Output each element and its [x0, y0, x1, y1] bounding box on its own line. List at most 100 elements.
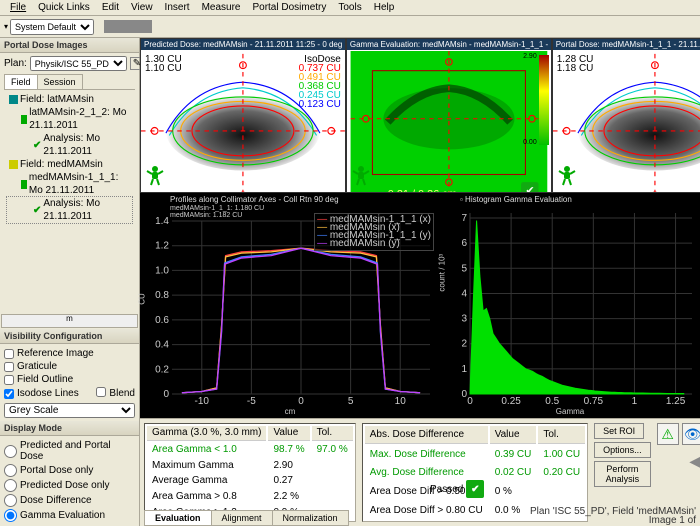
tab-evaluation[interactable]: Evaluation [144, 510, 212, 526]
svg-text:0: 0 [467, 396, 473, 407]
menu-tools[interactable]: Tools [332, 2, 367, 13]
toolbar-btn-23[interactable] [150, 20, 152, 33]
svg-text:5: 5 [348, 396, 354, 407]
menu-portal-dosimetry[interactable]: Portal Dosimetry [246, 2, 332, 13]
eye-icon[interactable]: 👁 [682, 423, 700, 445]
menu-edit[interactable]: Edit [96, 2, 125, 13]
metric-row: Max. Dose Difference0.39 CU1.00 CU [365, 446, 585, 463]
svg-text:0.8: 0.8 [155, 290, 169, 301]
tree-item[interactable]: ✔Analysis: Mo 21.11.2011 [7, 132, 132, 158]
tree-item[interactable]: Field: medMAMsin [7, 158, 132, 171]
svg-text:0: 0 [461, 389, 467, 400]
metric-row: Average Gamma0.27 [147, 474, 353, 488]
svg-text:2: 2 [461, 339, 467, 350]
tab-alignment[interactable]: Alignment [211, 510, 273, 526]
svg-text:0.2: 0.2 [155, 364, 169, 375]
radio-predicted-and-portal-dose[interactable] [4, 445, 17, 458]
metric-row: Maximum Gamma2.90 [147, 458, 353, 472]
menu-view[interactable]: View [125, 2, 159, 13]
prev-arrow[interactable]: ◀ [689, 451, 700, 472]
tree-item[interactable]: medMAMsin-1_1_1: Mo 21.11.2011 [7, 171, 132, 197]
svg-text:1.4: 1.4 [155, 216, 169, 227]
svg-text:4: 4 [461, 288, 467, 299]
svg-text:0: 0 [298, 396, 304, 407]
svg-text:5: 5 [461, 263, 467, 274]
svg-text:0.75: 0.75 [584, 396, 604, 407]
check-blend[interactable] [96, 387, 106, 397]
toolbar-preset-select[interactable]: System Default [10, 19, 94, 35]
svg-text:1.0: 1.0 [155, 265, 169, 276]
tab-session[interactable]: Session [37, 74, 83, 89]
svg-text:-5: -5 [247, 396, 256, 407]
radio-dose-difference[interactable] [4, 494, 17, 507]
field-tree: Field: latMAMsinlatMAMsin-2_1_2: Mo 21.1… [4, 90, 135, 226]
svg-text:-10: -10 [195, 396, 210, 407]
menu-insert[interactable]: Insert [159, 2, 196, 13]
svg-text:6: 6 [461, 238, 467, 249]
viewport-gamma[interactable]: Gamma Evaluation: medMAMsin - medMAMsin-… [346, 38, 552, 193]
metric-row: Area Gamma > 0.82.2 % [147, 490, 353, 504]
toolbar: ▾ System Default [0, 16, 700, 38]
profile-chart: Profiles along Collimator Axes - Coll Rt… [140, 193, 440, 418]
set-roi-button[interactable]: Set ROI [594, 423, 644, 439]
svg-text:0: 0 [163, 389, 169, 400]
right-area: Predicted Dose: medMAMsin - 21.11.2011 1… [140, 38, 700, 526]
gamma-metrics-table: Gamma (3.0 %, 3.0 mm)ValueTol. Area Gamm… [144, 423, 356, 522]
check-field-outline[interactable] [4, 375, 14, 385]
radio-predicted-dose-only[interactable] [4, 479, 17, 492]
check-icon: ✔ [33, 204, 41, 217]
viewport-predicted-dose[interactable]: Predicted Dose: medMAMsin - 21.11.2011 1… [140, 38, 346, 193]
display-mode-title: Display Mode [0, 421, 139, 436]
radio-gamma-evaluation[interactable] [4, 509, 17, 522]
svg-text:1: 1 [632, 396, 638, 407]
tab-normalization[interactable]: Normalization [272, 510, 349, 526]
viewport-portal-dose[interactable]: Portal Dose: medMAMsin-1_1_1 - 21.11.201… [552, 38, 700, 193]
menu-help[interactable]: Help [368, 2, 401, 13]
svg-text:✔: ✔ [525, 185, 534, 193]
tab-field[interactable]: Field [4, 74, 38, 89]
svg-text:1.2: 1.2 [155, 241, 169, 252]
orientation-figure-icon [143, 163, 167, 187]
check-icon: ✔ [33, 139, 41, 152]
svg-text:0.6: 0.6 [155, 315, 169, 326]
tree-icon [9, 95, 18, 104]
passed-label: Passed [430, 484, 463, 495]
histogram-chart: ▫ Histogram Gamma Evaluation count / 10³… [440, 193, 700, 418]
perform-analysis-button[interactable]: Perform Analysis [594, 461, 651, 487]
tree-hscroll[interactable] [1, 314, 138, 328]
status-bar: Plan 'ISC 55_PD', Field 'medMAMsin'Image… [530, 507, 696, 525]
check-reference-image[interactable] [4, 349, 14, 359]
tree-icon [21, 180, 27, 189]
plan-select[interactable]: Physik/ISC 55_PD [30, 56, 127, 71]
svg-text:10: 10 [395, 396, 407, 407]
metric-row: Area Gamma < 1.098.7 %97.0 % [147, 443, 353, 457]
check-isodose-lines[interactable] [4, 389, 14, 399]
tree-icon [9, 160, 18, 169]
tree-item[interactable]: latMAMsin-2_1_2: Mo 21.11.2011 [7, 106, 132, 132]
visibility-config-title: Visibility Configuration [0, 329, 139, 344]
menu-file[interactable]: File [4, 2, 32, 13]
svg-text:1: 1 [461, 364, 467, 375]
svg-text:7: 7 [461, 213, 467, 224]
metric-row: Avg. Dose Difference0.02 CU0.20 CU [365, 465, 585, 482]
svg-text:3: 3 [461, 314, 467, 325]
portal-dose-images-title: Portal Dose Images [0, 38, 139, 53]
menubar: FileQuick LinksEditViewInsertMeasurePort… [0, 0, 700, 16]
svg-text:0.4: 0.4 [155, 340, 169, 351]
options-button[interactable]: Options... [594, 442, 651, 458]
left-panel: Portal Dose Images Plan: Physik/ISC 55_P… [0, 38, 140, 526]
svg-text:0.5: 0.5 [545, 396, 559, 407]
tree-item[interactable]: ✔Analysis: Mo 21.11.2011 [7, 197, 132, 223]
menu-measure[interactable]: Measure [196, 2, 247, 13]
greyscale-select[interactable]: Grey Scale [4, 403, 135, 418]
toolbar-label: ▾ [4, 22, 8, 31]
menu-quick-links[interactable]: Quick Links [32, 2, 96, 13]
bottom-tabs: Evaluation Alignment Normalization [144, 510, 348, 526]
orientation-figure-icon [555, 163, 579, 187]
check-graticule[interactable] [4, 362, 14, 372]
alert-icon[interactable]: ⚠ [657, 423, 679, 445]
tree-icon [21, 115, 27, 124]
svg-text:1.25: 1.25 [666, 396, 686, 407]
radio-portal-dose-only[interactable] [4, 464, 17, 477]
tree-item[interactable]: Field: latMAMsin [7, 93, 132, 106]
